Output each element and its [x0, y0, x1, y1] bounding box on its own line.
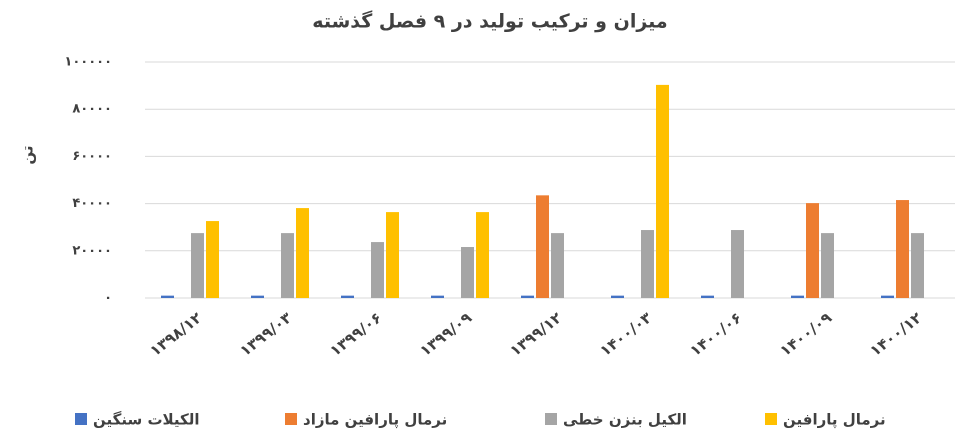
- legend-swatch: [765, 413, 777, 425]
- y-axis-label: تن: [19, 145, 37, 164]
- x-tick-label: ۱۳۹۹/۰۶: [327, 309, 386, 360]
- bar: [191, 233, 204, 298]
- bar: [731, 230, 744, 298]
- bar: [206, 221, 219, 298]
- legend-swatch: [545, 413, 557, 425]
- legend-label: نرمال پارافین مازاد: [303, 411, 447, 430]
- x-tick-label: ۱۳۹۹/۰۳: [237, 309, 296, 360]
- bar: [341, 295, 354, 298]
- legend-swatch: [285, 413, 297, 425]
- bar: [821, 233, 834, 298]
- y-tick-label: ۰: [104, 291, 112, 306]
- bar: [791, 295, 804, 298]
- bar: [371, 242, 384, 298]
- bar: [611, 295, 624, 298]
- x-tick-label: ۱۴۰۰/۱۲: [867, 309, 926, 360]
- chart-title: میزان و ترکیب تولید در ۹ فصل گذشته: [312, 10, 667, 33]
- y-tick-label: ۱۰۰۰۰۰: [64, 55, 112, 70]
- bar: [296, 208, 309, 298]
- bar: [881, 295, 894, 298]
- x-tick-label: ۱۴۰۰/۰۹: [777, 309, 836, 360]
- x-tick-label: ۱۳۹۹/۰۹: [417, 309, 476, 360]
- y-tick-label: ۸۰۰۰۰: [72, 102, 112, 117]
- legend-swatch: [75, 413, 87, 425]
- x-tick-label: ۱۳۹۹/۱۲: [507, 309, 566, 360]
- bar: [701, 295, 714, 298]
- x-tick-label: ۱۳۹۸/۱۲: [147, 309, 206, 360]
- bar: [281, 233, 294, 298]
- x-tick-label: ۱۴۰۰/۰۳: [597, 309, 656, 360]
- y-tick-label: ۴۰۰۰۰: [72, 196, 112, 211]
- x-tick-label: ۱۴۰۰/۰۶: [687, 309, 746, 360]
- bar: [431, 295, 444, 298]
- legend-label: الکیل بنزن خطی: [563, 411, 687, 429]
- bar: [656, 84, 669, 298]
- legend-label: الکیلات سنگین: [93, 411, 200, 429]
- bar: [161, 295, 174, 298]
- bar: [251, 295, 264, 298]
- legend-label: نرمال پارافین: [783, 411, 886, 430]
- bar: [536, 195, 549, 298]
- bar: [461, 247, 474, 298]
- bar: [911, 233, 924, 298]
- bar: [641, 230, 654, 298]
- y-tick-label: ۶۰۰۰۰: [72, 149, 112, 164]
- bar: [386, 212, 399, 298]
- bar: [896, 200, 909, 298]
- y-tick-label: ۲۰۰۰۰: [72, 243, 112, 258]
- bar: [476, 212, 489, 298]
- bar: [806, 203, 819, 298]
- bar: [521, 295, 534, 298]
- bar: [551, 233, 564, 298]
